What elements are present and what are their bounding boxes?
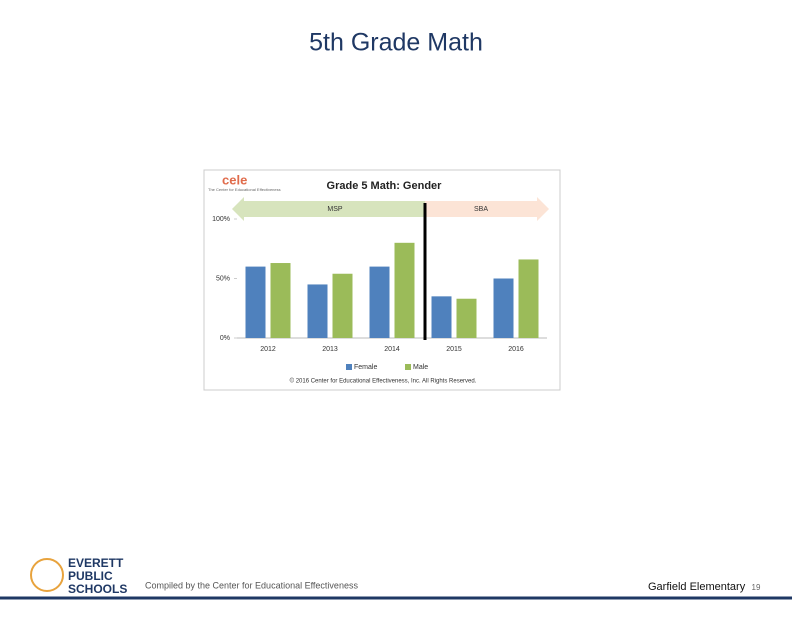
bar <box>307 284 328 338</box>
brand: cele <box>222 172 247 187</box>
y-tick-label: 100% <box>212 216 230 223</box>
annotation: MSP <box>327 206 343 213</box>
x-tick-label: 2015 <box>446 346 462 353</box>
legend-label: Female <box>354 364 377 371</box>
slide-title: 5th Grade Math <box>309 29 483 57</box>
x-tick-label: 2014 <box>384 346 400 353</box>
bar <box>493 278 514 338</box>
page-number: 19 <box>752 583 761 592</box>
annotation: SBA <box>474 206 488 213</box>
school-name: Garfield Elementary <box>648 581 746 593</box>
logo-line: PUBLIC <box>68 569 113 583</box>
legend-swatch <box>405 364 411 370</box>
y-tick-label: 0% <box>220 335 230 342</box>
brand-subtitle: The Center for Educational Effectiveness <box>208 187 281 192</box>
bar <box>456 298 477 338</box>
arrow-head <box>537 197 549 221</box>
logo-mark <box>30 558 64 592</box>
logo-line: EVERETT <box>68 556 124 570</box>
logo-line: SCHOOLS <box>68 582 127 596</box>
copyright: © 2016 Center for Educational Effectiven… <box>290 378 477 385</box>
x-tick-label: 2016 <box>508 346 524 353</box>
footer-text: Compiled by the Center for Educational E… <box>145 580 358 590</box>
annotation-band <box>425 201 537 217</box>
chart-title: Grade 5 Math: Gender <box>327 180 443 192</box>
bar <box>394 242 415 338</box>
legend-label: Male <box>413 364 428 371</box>
logo: EVERETT PUBLIC SCHOOLS <box>30 556 127 596</box>
bar <box>518 259 539 338</box>
legend-swatch <box>346 364 352 370</box>
bar <box>332 273 353 338</box>
annotation-band <box>244 201 425 217</box>
bar <box>270 263 291 338</box>
x-tick-label: 2012 <box>260 346 276 353</box>
bar <box>369 266 390 338</box>
arrow-head <box>232 197 244 221</box>
bar <box>431 296 452 338</box>
x-tick-label: 2013 <box>322 346 338 353</box>
y-tick-label: 50% <box>216 275 230 282</box>
bar <box>245 266 266 338</box>
